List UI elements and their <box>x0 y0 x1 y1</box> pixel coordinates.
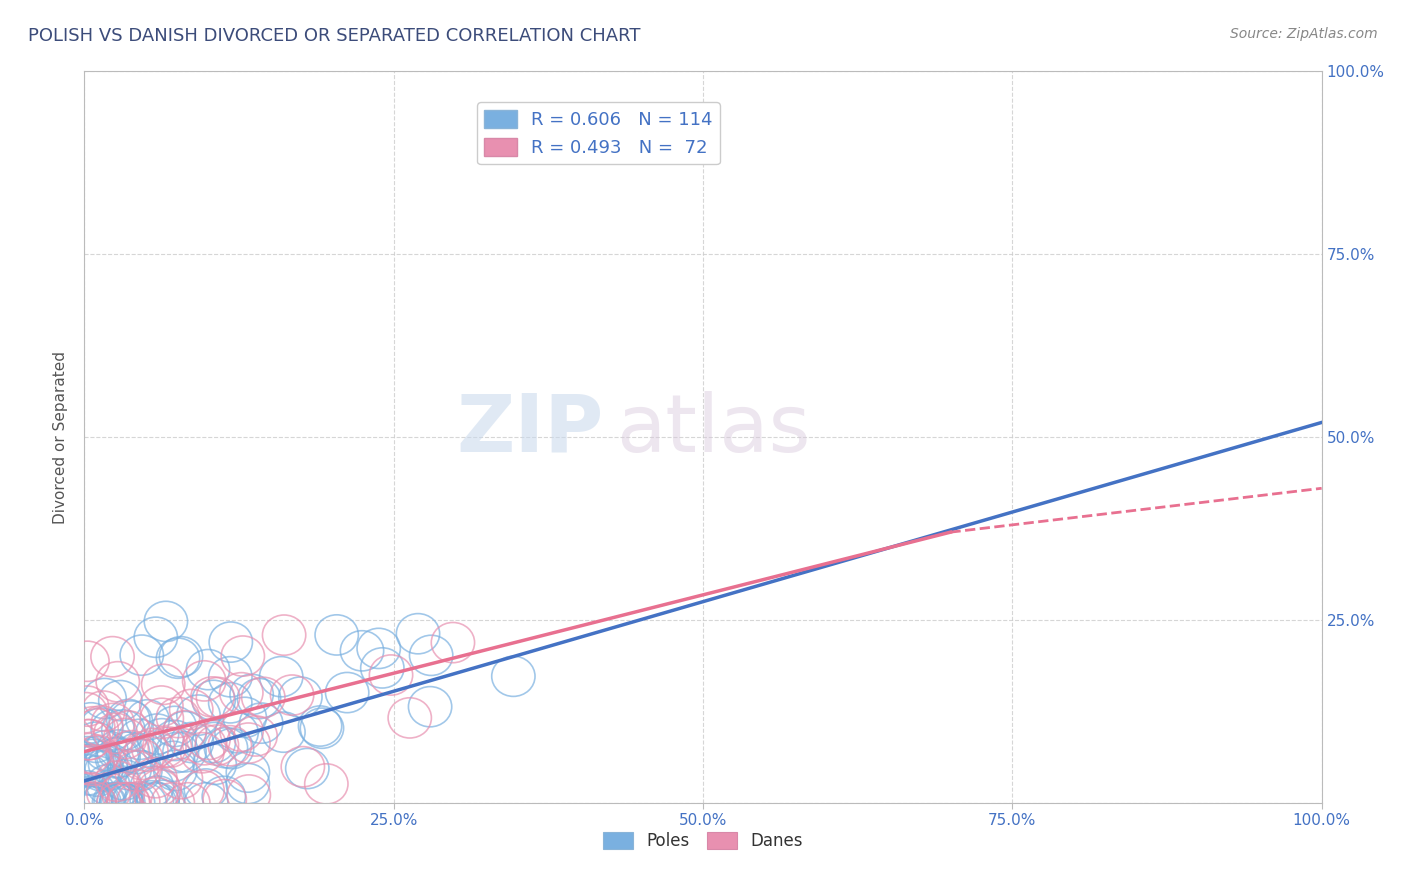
Legend: Poles, Danes: Poles, Danes <box>596 825 810 856</box>
Y-axis label: Divorced or Separated: Divorced or Separated <box>53 351 69 524</box>
Text: ZIP: ZIP <box>457 391 605 469</box>
Text: POLISH VS DANISH DIVORCED OR SEPARATED CORRELATION CHART: POLISH VS DANISH DIVORCED OR SEPARATED C… <box>28 27 641 45</box>
Text: atlas: atlas <box>616 391 811 469</box>
Text: Source: ZipAtlas.com: Source: ZipAtlas.com <box>1230 27 1378 41</box>
